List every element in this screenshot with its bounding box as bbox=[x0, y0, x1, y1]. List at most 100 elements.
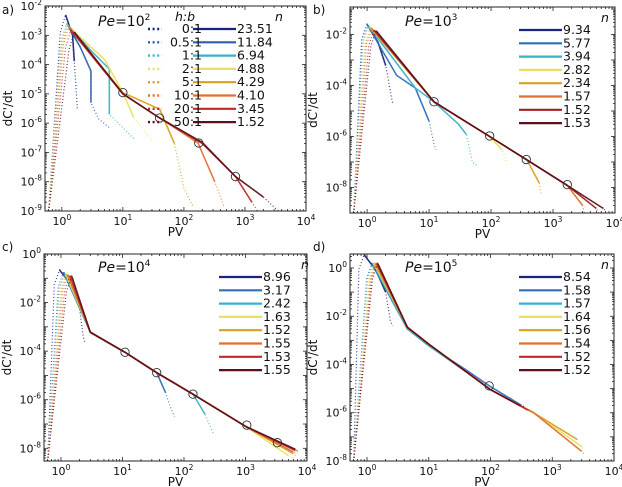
y-tick-label: 10-2 bbox=[326, 27, 348, 42]
legend-n-value: 3.45 bbox=[237, 101, 265, 116]
series-fit-1 bbox=[366, 23, 430, 122]
panel-title: Pe=103 bbox=[405, 13, 457, 30]
legend-n-value: 1.52 bbox=[563, 362, 591, 377]
series-fit-7 bbox=[375, 30, 604, 210]
y-tick-label: 10-2 bbox=[20, 295, 42, 310]
marker-circle-0 bbox=[429, 97, 439, 107]
x-tick-label: 104 bbox=[298, 463, 317, 478]
series-dotted-6 bbox=[353, 28, 600, 213]
legend-n-value: 1.54 bbox=[563, 336, 591, 351]
panel-d: d) Pe=105 100 101 102 103 104 PV 100 10-2 10-4 10-6… bbox=[306, 240, 622, 487]
legend-hb-value: 1:1 bbox=[182, 48, 202, 63]
legend-n-value: 8.96 bbox=[263, 269, 291, 284]
series-dotted-7 bbox=[353, 262, 525, 461]
y-tick-label: 10-8 bbox=[326, 453, 348, 468]
marker-circle-0 bbox=[118, 87, 128, 98]
series-fit-5 bbox=[67, 274, 294, 453]
panel-title: Pe=105 bbox=[405, 259, 457, 276]
marker-circle-3 bbox=[562, 179, 572, 190]
x-tick-label: 101 bbox=[420, 215, 439, 230]
plot-frame bbox=[43, 253, 308, 462]
panel-a: a) Pe=102 100 101 102 103 104 PV 10-2 10-3 10-4 10-… bbox=[1, 0, 316, 239]
panel-letter: c) bbox=[2, 240, 13, 254]
series-dotted-1 bbox=[47, 270, 176, 461]
marker-circle-1 bbox=[152, 368, 162, 378]
legend-n-value: 2.42 bbox=[263, 296, 291, 311]
legend: n h:b 23.51 0:1 11.84 0.5:1 6.94 1:1 4.88 2:1 4.29… bbox=[148, 9, 283, 129]
series-group bbox=[353, 254, 584, 461]
legend-n-value: 1.55 bbox=[263, 362, 291, 377]
x-axis-label: PV bbox=[168, 225, 184, 239]
legend-n-value: 1.57 bbox=[563, 89, 591, 104]
legend-n-value: 23.51 bbox=[237, 21, 273, 36]
legend-hb-value: 5:1 bbox=[182, 74, 202, 89]
legend: n 9.345.773.942.822.341.571.521.53 bbox=[519, 10, 609, 130]
y-tick-label: 10-8 bbox=[21, 174, 43, 189]
y-tick-label: 10-4 bbox=[21, 57, 43, 72]
marker-circle-2 bbox=[188, 389, 198, 399]
legend-n-value: 4.88 bbox=[237, 61, 265, 76]
series-fit-1 bbox=[65, 23, 92, 103]
marker-circle-3 bbox=[242, 420, 252, 430]
legend: n8.541.581.571.641.561.541.521.52 bbox=[519, 257, 609, 377]
x-tick-label: 100 bbox=[52, 213, 71, 228]
legend-n-value: 3.94 bbox=[563, 49, 591, 64]
series-fit-5 bbox=[371, 28, 584, 206]
legend-n-value: 1.63 bbox=[263, 309, 291, 324]
legend-n-value: 3.17 bbox=[263, 282, 291, 297]
series-fit-1 bbox=[371, 263, 523, 407]
y-tick-label: 10-4 bbox=[326, 78, 348, 93]
x-tick-label: 102 bbox=[175, 463, 194, 478]
series-dotted-3 bbox=[48, 23, 153, 211]
x-tick-label: 102 bbox=[481, 463, 500, 478]
marker-circle-2 bbox=[521, 154, 531, 165]
x-tick-label: 103 bbox=[543, 463, 562, 478]
legend-n-value: 8.54 bbox=[563, 269, 591, 284]
x-axis-label: PV bbox=[474, 475, 490, 487]
series-group bbox=[48, 12, 279, 211]
y-tick-label: 10-6 bbox=[326, 405, 348, 420]
x-tick-label: 101 bbox=[419, 463, 438, 478]
plot-frame bbox=[44, 5, 307, 212]
y-tick-label: 10-7 bbox=[21, 144, 43, 159]
legend-hb-title: h:b bbox=[175, 9, 195, 24]
marker-circle-1 bbox=[154, 113, 165, 123]
series-fit-4 bbox=[66, 273, 294, 455]
series-dotted-2 bbox=[47, 271, 214, 461]
y-tick-label: 10-2 bbox=[21, 0, 43, 13]
y-tick-label: 10-4 bbox=[326, 356, 348, 371]
legend-n-value: 1.52 bbox=[563, 349, 591, 364]
legend-n-title: n bbox=[275, 9, 283, 24]
series-fit-7 bbox=[73, 31, 264, 198]
y-axis-label: dC'/dt bbox=[306, 92, 320, 128]
x-tick-label: 103 bbox=[544, 215, 563, 230]
legend-n-value: 2.82 bbox=[563, 62, 591, 77]
legend: n8.963.172.421.631.521.551.531.55 bbox=[219, 257, 309, 377]
series-group bbox=[353, 22, 606, 213]
panel-title: Pe=102 bbox=[98, 13, 150, 30]
marker-circle-4 bbox=[272, 438, 283, 448]
x-tick-label: 100 bbox=[358, 215, 377, 230]
x-tick-label: 103 bbox=[236, 463, 255, 478]
legend-n-value: 1.52 bbox=[563, 102, 591, 117]
legend-n-value: 4.10 bbox=[237, 88, 265, 103]
legend-n-value: 1.56 bbox=[563, 322, 591, 337]
panel-b: b) Pe=103 100 101 102 103 104 PV 10-2 10-4 10-6 10-… bbox=[306, 3, 622, 241]
series-fit-0 bbox=[64, 14, 76, 62]
legend-n-value: 4.29 bbox=[237, 74, 265, 89]
y-tick-label: 100 bbox=[22, 246, 41, 261]
x-axis-label: PV bbox=[475, 227, 491, 241]
series-fit-7 bbox=[377, 263, 521, 407]
x-tick-label: 101 bbox=[113, 213, 132, 228]
y-tick-label: 10-8 bbox=[20, 440, 42, 455]
series-fit-6 bbox=[376, 263, 529, 411]
x-tick-label: 104 bbox=[605, 463, 622, 478]
panel-letter: d) bbox=[313, 240, 325, 254]
series-fit-3 bbox=[66, 24, 135, 118]
legend-hb-value: 2:1 bbox=[182, 61, 202, 76]
series-dotted-6 bbox=[353, 262, 531, 461]
y-tick-label: 10-6 bbox=[326, 129, 348, 144]
series-dotted-3 bbox=[353, 25, 508, 213]
y-tick-label: 10-6 bbox=[21, 115, 43, 130]
